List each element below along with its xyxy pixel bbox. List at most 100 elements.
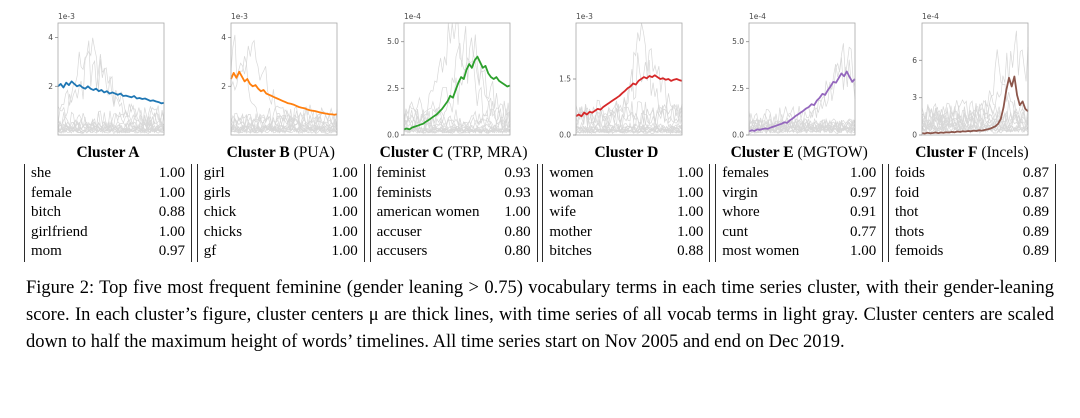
term-word: cunt (722, 223, 749, 240)
cluster-timeseries-chart: 0.0 2.5 5.0 1e-4 (732, 12, 856, 140)
svg-text:6: 6 (912, 56, 917, 65)
term-score: 1.00 (331, 204, 358, 221)
cluster-name: Cluster E (730, 144, 794, 161)
cluster-terms-table: girl 1.00 girls 1.00 chick 1.00 chicks 1.00 gf 1.… (196, 164, 365, 262)
term-score: 0.80 (504, 243, 531, 260)
term-row: most women 1.00 (716, 242, 883, 262)
svg-text:2: 2 (48, 82, 53, 91)
term-score: 0.77 (849, 223, 877, 240)
term-word: virgin (722, 184, 758, 201)
term-row: foid 0.87 (888, 184, 1055, 204)
term-score: 1.00 (158, 184, 185, 201)
cluster-name: Cluster F (915, 144, 978, 161)
term-word: thots (894, 223, 925, 240)
term-row: women 1.00 (543, 164, 710, 184)
term-row: thots 0.89 (888, 223, 1055, 243)
svg-text:4: 4 (221, 33, 226, 42)
term-score: 0.97 (158, 243, 185, 260)
term-word: thot (894, 204, 919, 221)
cluster-name: Cluster B (226, 144, 290, 161)
figure-caption: Figure 2: Top five most frequent feminin… (26, 277, 1054, 352)
term-row: females 1.00 (716, 164, 883, 184)
term-score: 0.80 (504, 223, 531, 240)
term-score: 1.00 (504, 204, 531, 221)
svg-text:1.5: 1.5 (559, 75, 571, 84)
cluster-panel: 2 4 1e-3 Cluster B (PUA) girl 1.00 girls 1.00 ch… (196, 8, 365, 262)
svg-text:1e-3: 1e-3 (576, 12, 593, 21)
term-row: accusers 0.80 (370, 242, 537, 262)
term-score: 1.00 (331, 165, 358, 181)
cluster-panel: 0.0 1.5 1e-3 Cluster D women 1.00 woman 1.00 wi… (542, 8, 711, 262)
cluster-terms-table: feminist 0.93 feminists 0.93 american women 1… (369, 164, 538, 262)
svg-text:2: 2 (221, 82, 226, 91)
term-score: 1.00 (158, 165, 185, 181)
cluster-panels: 2 4 1e-3 Cluster A she 1.00 female 1.00 bitch 0.… (24, 8, 1056, 262)
term-word: chick (203, 204, 237, 221)
term-word: women (549, 165, 594, 181)
cluster-qualifier: (TRP, MRA) (447, 144, 528, 161)
term-word: bitches (549, 243, 592, 260)
term-word: foid (894, 184, 920, 201)
term-score: 0.89 (1022, 243, 1049, 260)
term-row: girlfriend 1.00 (25, 223, 192, 243)
term-row: gf 1.00 (197, 242, 364, 262)
term-word: mother (549, 223, 592, 240)
term-row: foids 0.87 (888, 164, 1055, 184)
term-row: bitch 0.88 (25, 203, 192, 223)
term-word: accuser (376, 223, 422, 240)
cluster-qualifier: (PUA) (293, 144, 335, 161)
term-word: she (31, 165, 51, 181)
svg-text:1e-4: 1e-4 (749, 12, 766, 21)
cluster-name: Cluster A (76, 144, 140, 161)
svg-text:1e-4: 1e-4 (922, 12, 939, 21)
term-row: chicks 1.00 (197, 223, 364, 243)
term-word: most women (722, 243, 800, 260)
term-row: she 1.00 (25, 164, 192, 184)
term-score: 0.88 (158, 204, 185, 221)
term-word: bitch (31, 204, 61, 221)
term-score: 0.89 (1022, 204, 1049, 221)
cluster-title: Cluster C (TRP, MRA) (370, 144, 538, 162)
term-row: whore 0.91 (716, 203, 883, 223)
term-score: 0.93 (504, 184, 531, 201)
term-row: woman 1.00 (543, 184, 710, 204)
cluster-terms-table: women 1.00 woman 1.00 wife 1.00 mother 1.00 bitc… (542, 164, 711, 262)
term-row: mother 1.00 (543, 223, 710, 243)
term-word: mom (31, 243, 62, 260)
cluster-title: Cluster F (Incels) (888, 144, 1056, 162)
term-score: 1.00 (849, 243, 877, 260)
term-word: woman (549, 184, 594, 201)
svg-text:3: 3 (912, 93, 917, 102)
term-row: mom 0.97 (25, 242, 192, 262)
term-word: feminists (376, 184, 432, 201)
term-score: 0.89 (1022, 223, 1049, 240)
term-row: female 1.00 (25, 184, 192, 204)
term-score: 1.00 (677, 204, 704, 221)
svg-text:2.5: 2.5 (732, 84, 744, 93)
term-word: foids (894, 165, 925, 181)
cluster-title: Cluster A (24, 144, 192, 162)
term-word: femoids (894, 243, 944, 260)
term-row: virgin 0.97 (716, 184, 883, 204)
term-score: 0.88 (677, 243, 704, 260)
term-score: 1.00 (331, 184, 358, 201)
term-row: feminists 0.93 (370, 184, 537, 204)
term-row: femoids 0.89 (888, 242, 1055, 262)
term-row: wife 1.00 (543, 203, 710, 223)
cluster-timeseries-chart: 0.0 1.5 1e-3 (559, 12, 683, 140)
term-score: 1.00 (677, 184, 704, 201)
cluster-timeseries-chart: 0.0 2.5 5.0 1e-4 (387, 12, 510, 140)
term-score: 0.93 (504, 165, 531, 181)
svg-text:0: 0 (912, 131, 917, 140)
term-word: gf (203, 243, 217, 260)
cluster-panel: 0.0 2.5 5.0 1e-4 Cluster E (MGTOW) females 1.0… (715, 8, 884, 262)
term-row: thot 0.89 (888, 203, 1055, 223)
term-row: girls 1.00 (197, 184, 364, 204)
term-word: girls (203, 184, 231, 201)
cluster-title: Cluster D (542, 144, 710, 162)
term-score: 0.87 (1022, 184, 1049, 201)
term-score: 1.00 (677, 223, 704, 240)
term-word: girl (203, 165, 225, 181)
cluster-timeseries-chart: 2 4 1e-3 (48, 12, 165, 136)
term-word: wife (549, 204, 577, 221)
